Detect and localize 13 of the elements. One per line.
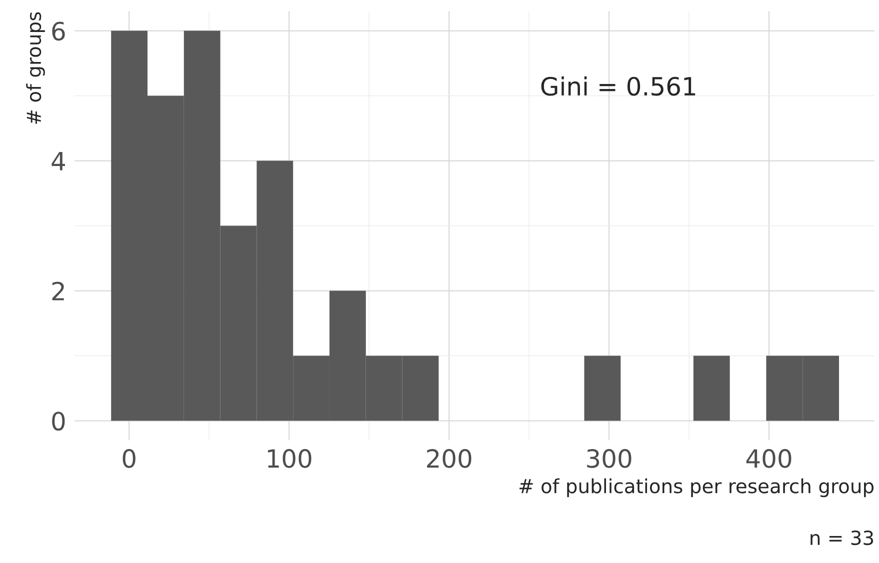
y-tick-label: 2 — [52, 282, 64, 300]
annotation: Gini = 0.561 — [541, 76, 696, 96]
x-tick-label: 100 — [268, 449, 312, 468]
y-tick-label: 0 — [52, 412, 65, 431]
y-tick-label: 6 — [52, 22, 65, 41]
y-tick-label: 4 — [52, 152, 65, 170]
x-tick-label: 200 — [427, 449, 472, 468]
x-axis-title: # of publications per research group — [520, 478, 874, 498]
x-tick-label: 0 — [122, 449, 136, 468]
text: n = 33 — [810, 530, 874, 546]
x-tick-label: 300 — [587, 449, 632, 468]
x-tick-label: 400 — [746, 449, 792, 468]
y-axis-title: # of groups — [26, 12, 45, 124]
